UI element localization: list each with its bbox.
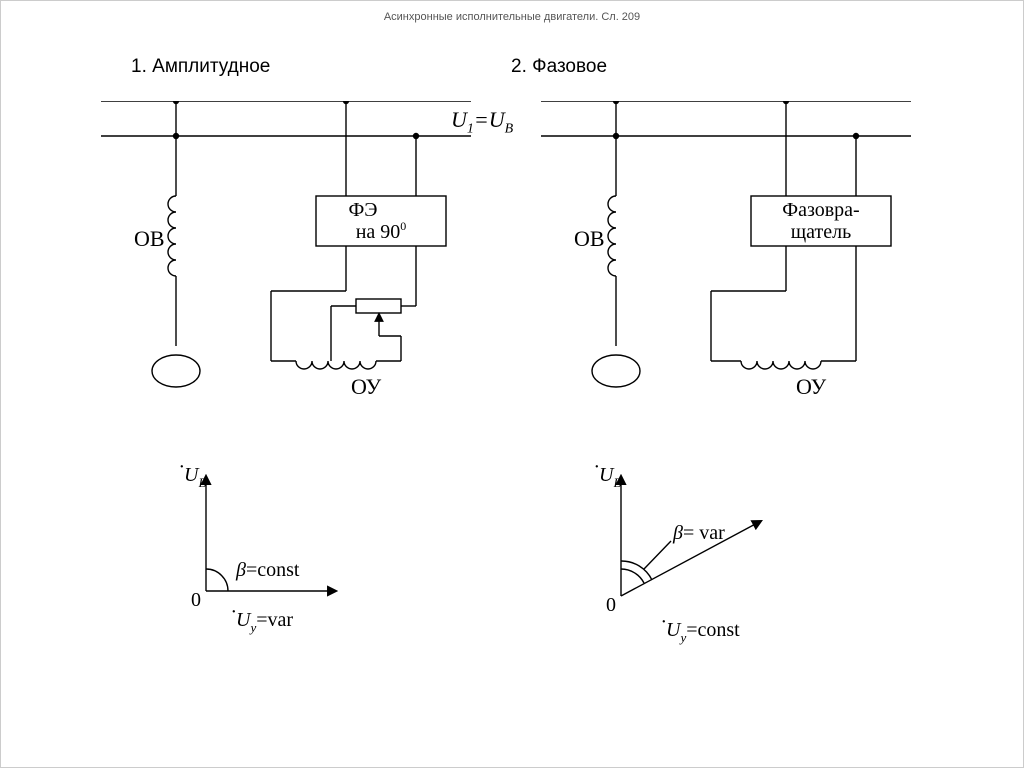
heading-right-num: 2. bbox=[511, 56, 527, 77]
page: Асинхронные исполнительные двигатели. Сл… bbox=[0, 0, 1024, 768]
u-eq: = bbox=[474, 107, 489, 132]
block-right-line1: Фазовра- bbox=[782, 199, 859, 221]
heading-left-num: 1. bbox=[131, 56, 147, 77]
ov-label-left: ОВ bbox=[134, 226, 165, 251]
circuit-right: ОВ ОУ Фазовра- щатель bbox=[541, 101, 911, 421]
uy-left: ·Uу=var bbox=[231, 601, 293, 635]
oy-label-left: ОУ bbox=[351, 374, 382, 399]
beta-right: β= var bbox=[672, 522, 725, 544]
ub-left: ·UB bbox=[179, 461, 206, 490]
phasor-left: ·UB 0 β=const ·Uу=var bbox=[151, 461, 391, 661]
page-header: Асинхронные исполнительные двигатели. Сл… bbox=[1, 11, 1023, 23]
ub-sub: B bbox=[505, 121, 514, 136]
block-left-line2: на 900 bbox=[356, 219, 407, 243]
heading-right-text: Фазовое bbox=[532, 56, 607, 77]
block-left-line1: ФЭ bbox=[348, 199, 377, 221]
oy-label-right: ОУ bbox=[796, 374, 827, 399]
circuit-left: ОВ ОУ ФЭ на 900 bbox=[101, 101, 471, 421]
phasor-right: ·UB 0 β= var ·Uу=const bbox=[561, 461, 821, 661]
heading-left: 1. Амплитудное bbox=[131, 56, 270, 78]
origin-right: 0 bbox=[606, 594, 616, 616]
ub-u: U bbox=[489, 107, 505, 132]
ov-label-right: ОВ bbox=[574, 226, 605, 251]
ub-right: ·UB bbox=[594, 461, 621, 490]
uy-right: ·Uу=const bbox=[661, 611, 740, 645]
origin-left: 0 bbox=[191, 589, 201, 611]
beta-left: β=const bbox=[235, 559, 300, 581]
heading-right: 2. Фазовое bbox=[511, 56, 607, 78]
heading-left-text: Амплитудное bbox=[152, 56, 270, 77]
block-right-line2: щатель bbox=[791, 221, 851, 243]
